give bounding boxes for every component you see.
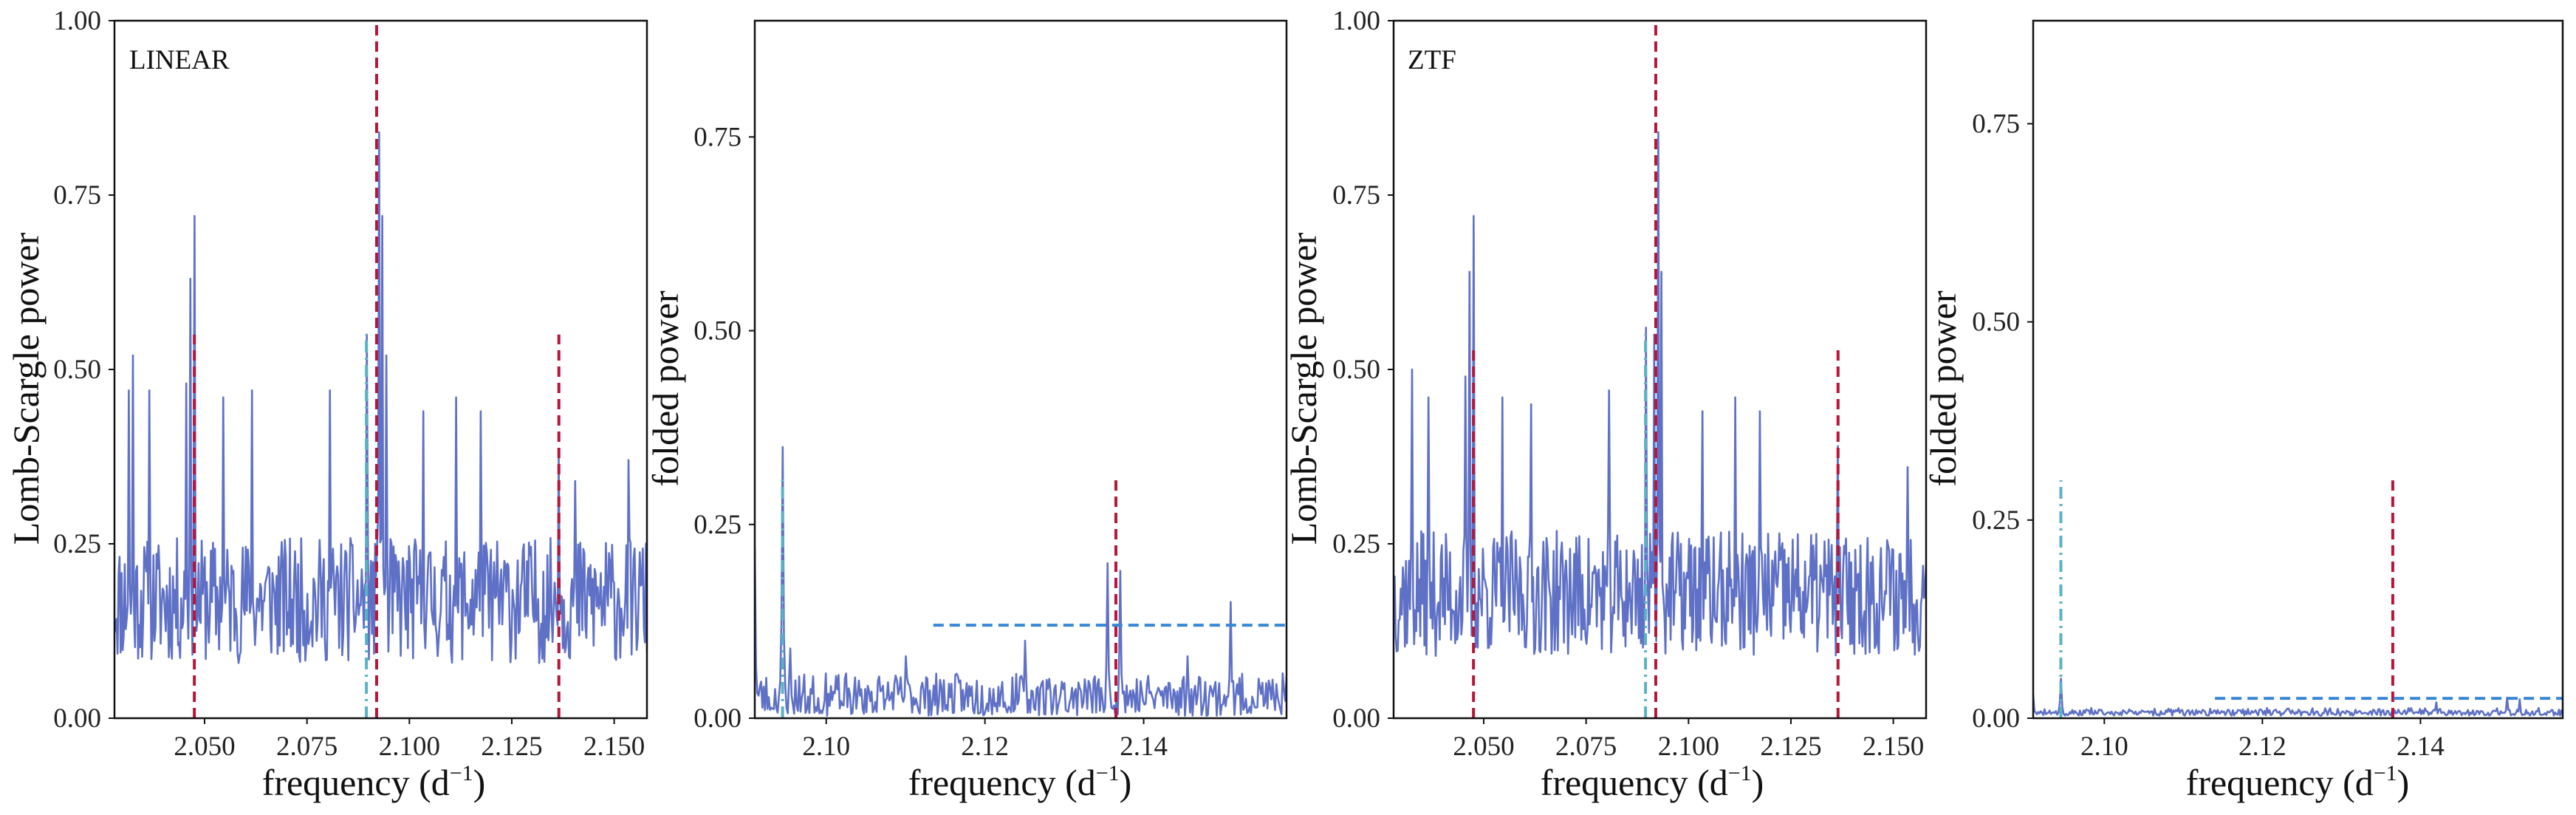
ztf-folded-y-tick-label: 0.25 [1972, 505, 2020, 536]
ztf-x-tick-label: 2.050 [1453, 732, 1514, 762]
x-axis-label-ztf-folded: frequency (d−1) [2186, 761, 2410, 803]
linear-folded-y-tick-label: 0.75 [693, 122, 741, 152]
ztf-folded-clipped-area [2033, 480, 2563, 718]
y-axis-label-linear-folded: folded power [645, 290, 686, 487]
x-axis-label-ztf: frequency (d−1) [1541, 761, 1764, 803]
y-axis-label-ztf-folded: folded power [1922, 290, 1964, 487]
ztf-folded-y-tick-label: 0.75 [1972, 109, 2020, 139]
linear-y-tick-label: 0.50 [53, 355, 101, 385]
linear-folded-plot-content: 0.00 0.25 0.50 0.75 2.10 2.12 2.14 [693, 19, 1288, 762]
ztf-clipped-area [1394, 21, 1926, 718]
linear-folded-y-tick-label: 0.50 [693, 316, 741, 347]
ztf-folded-plot-content: 0.00 0.25 0.50 0.75 2.10 2.12 2.14 [1972, 19, 2564, 762]
ztf-folded-panel: 0.00 0.25 0.50 0.75 2.10 2.12 2.14 folded powe… [1922, 19, 2564, 803]
ztf-y-tick-label: 0.75 [1332, 180, 1380, 211]
linear-folded-y-tick-label: 0.25 [693, 510, 741, 540]
linear-x-tick-label: 2.075 [276, 732, 338, 762]
linear-folded-x-tick-label: 2.14 [1120, 732, 1168, 762]
ztf-periodogram-panel: 0.00 0.25 0.50 0.75 1.00 2.050 2.075 2.100 2.125… [1283, 6, 1928, 803]
y-axis-label-ztf: Lomb-Scargle power [1283, 232, 1324, 545]
ztf-x-tick-label: 2.100 [1658, 732, 1719, 762]
linear-folded-clipped-area [755, 446, 1287, 718]
ztf-folded-axes-frame [2032, 19, 2564, 720]
linear-y-tick-label: 1.00 [53, 6, 101, 36]
linear-plot-content: 0.00 0.25 0.50 0.75 1.00 2.050 2.075 2.100 2.125… [53, 6, 648, 762]
ztf-folded-x-tick-label: 2.12 [2238, 732, 2286, 762]
linear-folded-y-tick-label: 0.00 [693, 703, 741, 734]
linear-folded-axes-frame [753, 19, 1288, 720]
ztf-y-tick-label: 1.00 [1332, 6, 1380, 36]
linear-folded-x-tick-label: 2.12 [961, 732, 1009, 762]
linear-x-tick-label: 2.150 [583, 732, 645, 762]
ztf-folded-x-tick-label: 2.10 [2080, 732, 2128, 762]
ztf-plot-content: 0.00 0.25 0.50 0.75 1.00 2.050 2.075 2.100 2.125… [1332, 6, 1928, 762]
linear-periodogram-panel: 0.00 0.25 0.50 0.75 1.00 2.050 2.075 2.100 2.125… [5, 6, 648, 803]
linear-clipped-area [114, 21, 647, 718]
ztf-folded-y-tick-label: 0.50 [1972, 307, 2020, 338]
y-axis-label-linear: Lomb-Scargle power [5, 232, 47, 545]
ztf-folded-x-tick-label: 2.14 [2397, 732, 2445, 762]
ztf-x-tick-label: 2.125 [1760, 732, 1821, 762]
linear-x-tick-label: 2.050 [174, 732, 235, 762]
linear-x-tick-label: 2.100 [379, 732, 440, 762]
linear-folded-power-spectrum [755, 446, 1287, 717]
ztf-y-tick-label: 0.00 [1332, 703, 1380, 734]
x-axis-label-linear-folded: frequency (d−1) [908, 761, 1132, 803]
linear-y-tick-label: 0.75 [53, 180, 101, 211]
linear-x-tick-label: 2.125 [481, 732, 542, 762]
linear-y-tick-label: 0.25 [53, 529, 101, 559]
panel-label-linear: LINEAR [129, 45, 230, 75]
linear-folded-x-tick-label: 2.10 [802, 732, 850, 762]
ztf-x-tick-label: 2.075 [1555, 732, 1617, 762]
ztf-x-tick-label: 2.150 [1863, 732, 1924, 762]
linear-y-tick-label: 0.00 [53, 703, 101, 734]
linear-folded-panel: 0.00 0.25 0.50 0.75 2.10 2.12 2.14 folded powe… [645, 19, 1288, 803]
ztf-folded-power-spectrum [2033, 678, 2563, 717]
ztf-folded-y-tick-label: 0.00 [1972, 703, 2020, 734]
x-axis-label-linear: frequency (d−1) [262, 761, 486, 803]
ztf-y-tick-label: 0.50 [1332, 355, 1380, 385]
ztf-y-tick-label: 0.25 [1332, 529, 1380, 559]
panel-label-ztf: ZTF [1408, 45, 1456, 75]
